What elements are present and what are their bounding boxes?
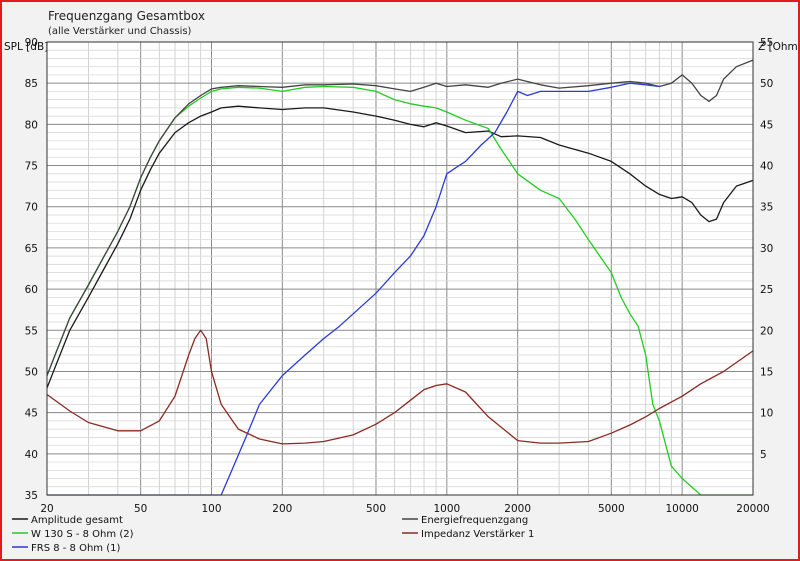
y-left-tick-label: 35 [25, 490, 38, 502]
y-right-tick-label: 5 [760, 449, 767, 461]
y-right-tick-label: 15 [760, 366, 773, 378]
y-right-tick-label: 30 [760, 243, 773, 255]
axis-ticks: 20 50 100 200 500 1000 2000 5000 10000 20000 35 40 4… [25, 37, 774, 515]
y-left-tick-label: 40 [25, 449, 38, 461]
series-line-1 [46, 105, 754, 389]
x-tick-label: 10000 [665, 503, 698, 515]
plot-border [46, 41, 754, 496]
series-lines [46, 59, 754, 496]
x-tick-label: 500 [366, 503, 386, 515]
legend-entry-5: Impedanz Verstärker 1 [421, 529, 534, 540]
y-right-tick-label: 50 [760, 78, 773, 90]
chart-subtitle: (alle Verstärker und Chassis) [48, 26, 192, 37]
y-left-tick-label: 70 [25, 202, 38, 214]
x-tick-label: 5000 [598, 503, 625, 515]
series-line-5 [46, 329, 754, 445]
x-tick-label: 100 [201, 503, 221, 515]
y-right-tick-label: 10 [760, 408, 773, 420]
chart-title: Frequenzgang Gesamtbox [48, 9, 205, 23]
x-tick-label: 200 [272, 503, 292, 515]
x-tick-label: 20000 [736, 503, 769, 515]
y-right-tick-label: 35 [760, 202, 773, 214]
y-left-tick-label: 60 [25, 284, 38, 296]
y-left-tick-label: 65 [25, 243, 38, 255]
y-left-tick-label: 50 [25, 366, 38, 378]
y-left-axis-label: SPL [dB] [4, 41, 48, 53]
grid [46, 41, 754, 496]
y-left-tick-label: 85 [25, 78, 38, 90]
legend: Amplitude gesamt W 130 S - 8 Ohm (2) Energ… [12, 515, 534, 554]
y-left-tick-label: 55 [25, 325, 38, 337]
plot-area [46, 41, 754, 496]
y-right-tick-label: 55 [760, 37, 773, 49]
x-tick-label: 20 [40, 503, 53, 515]
legend-entry-1: Amplitude gesamt [31, 515, 123, 526]
y-left-tick-label: 75 [25, 161, 38, 173]
y-right-tick-label: 25 [760, 284, 773, 296]
legend-entry-3: Energiefrequenzgang [421, 515, 528, 526]
y-right-tick-label: 20 [760, 325, 773, 337]
legend-entry-2: W 130 S - 8 Ohm (2) [31, 529, 134, 540]
legend-entry-4: FRS 8 - 8 Ohm (1) [31, 543, 120, 554]
x-tick-label: 50 [134, 503, 147, 515]
y-right-axis-label: Z [Ohm] [758, 41, 798, 53]
y-right-tick-label: 45 [760, 119, 773, 131]
series-line-3 [46, 59, 754, 376]
y-right-tick-label: 40 [760, 161, 773, 173]
y-left-tick-label: 45 [25, 408, 38, 420]
series-line-4 [47, 82, 660, 496]
y-left-tick-label: 90 [25, 37, 38, 49]
y-left-tick-label: 80 [25, 119, 38, 131]
x-tick-label: 2000 [504, 503, 531, 515]
x-tick-label: 1000 [433, 503, 460, 515]
